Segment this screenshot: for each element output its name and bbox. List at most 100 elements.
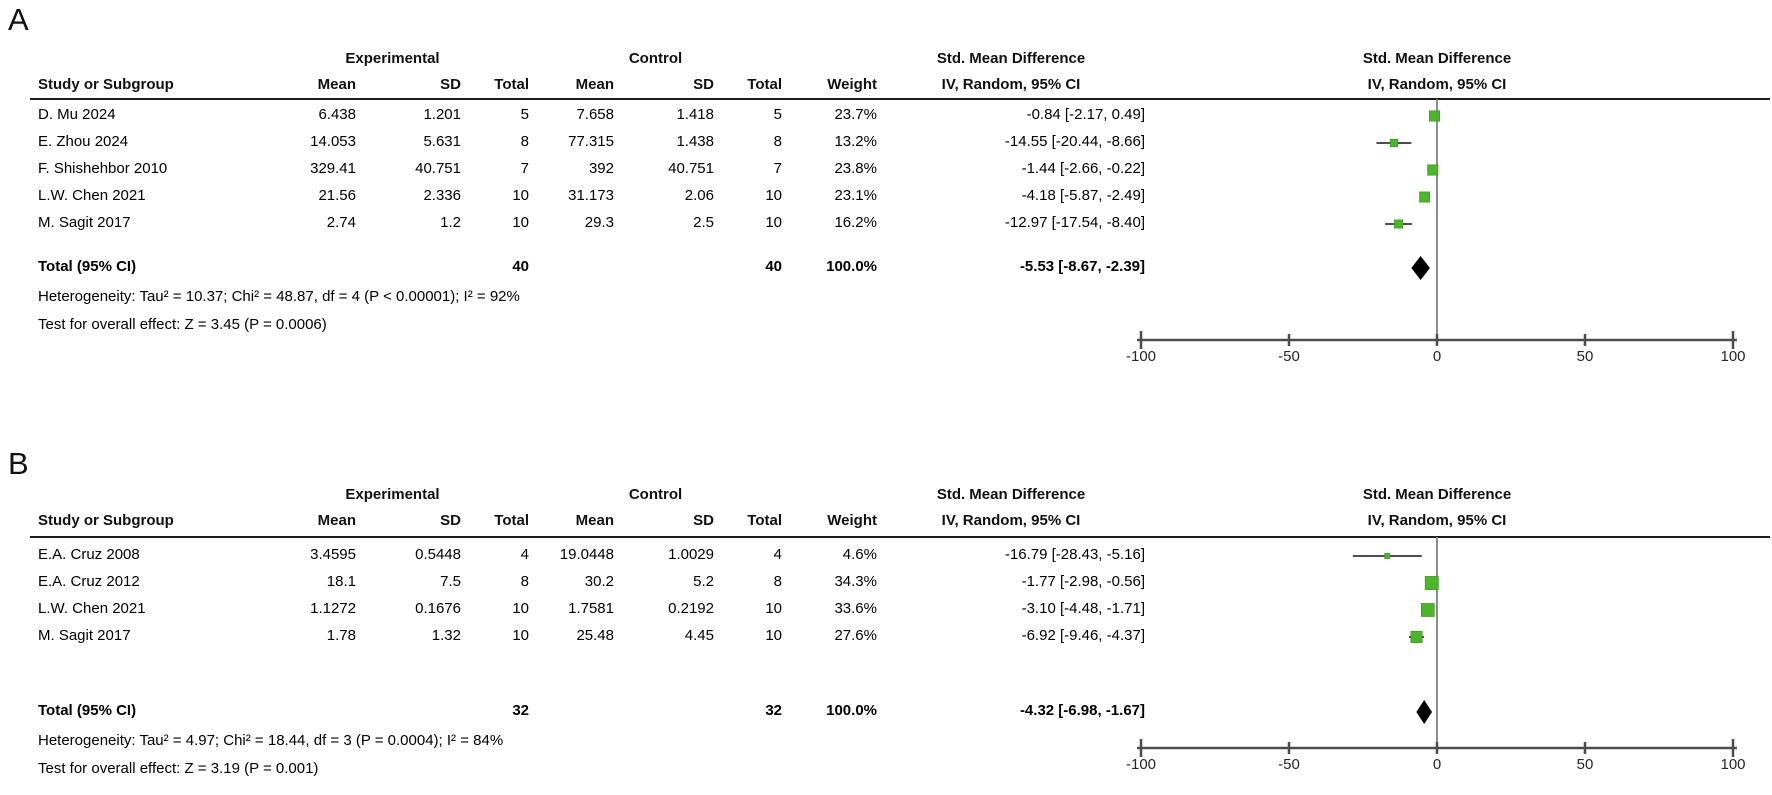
control-total: 7: [773, 160, 782, 177]
plot-method-header: IV, Random, 95% CI: [1367, 76, 1507, 93]
study-name: M. Sagit 2017: [38, 627, 131, 644]
smd-ci-text: -16.79 [-28.43, -5.16]: [1004, 546, 1145, 563]
heterogeneity-text: Heterogeneity: Tau² = 10.37; Chi² = 48.8…: [38, 288, 520, 305]
control-total: 5: [773, 106, 782, 123]
control-total: 10: [765, 214, 782, 231]
experimental-sd: 1.201: [423, 106, 461, 123]
experimental-total: 8: [520, 133, 529, 150]
overall-effect-text: Test for overall effect: Z = 3.45 (P = 0…: [38, 316, 327, 333]
experimental-total-column-header: Total: [494, 76, 529, 93]
control-sd: 1.418: [676, 106, 714, 123]
axis-tick-label: 50: [1577, 348, 1594, 365]
control-total: 8: [773, 133, 782, 150]
control-sd: 1.0029: [668, 546, 714, 563]
total-smd-ci-text: -4.32 [-6.98, -1.67]: [1019, 702, 1145, 719]
summary-diamond: [1416, 700, 1433, 724]
control-total: 10: [765, 627, 782, 644]
experimental-total: 10: [512, 600, 529, 617]
study-marker: [1419, 191, 1431, 203]
weight-value: 4.6%: [842, 546, 877, 563]
experimental-sd: 40.751: [415, 160, 461, 177]
experimental-mean: 6.438: [318, 106, 356, 123]
experimental-total: 8: [520, 573, 529, 590]
smd-ci-text: -3.10 [-4.48, -1.71]: [1021, 600, 1145, 617]
axis-tick-label: 50: [1577, 756, 1594, 773]
study-marker: [1394, 219, 1404, 229]
experimental-group-header: Experimental: [345, 486, 440, 503]
experimental-mean: 329.41: [310, 160, 356, 177]
experimental-total: 10: [512, 187, 529, 204]
study-column-header: Study or Subgroup: [38, 512, 174, 529]
experimental-total-column-header: Total: [494, 512, 529, 529]
header-divider: [30, 536, 1770, 538]
experimental-sd: 0.1676: [415, 600, 461, 617]
smd-ci-text: -0.84 [-2.17, 0.49]: [1026, 106, 1145, 123]
axis-tick-label: 100: [1720, 756, 1745, 773]
axis-tick-label: -100: [1126, 756, 1156, 773]
weight-value: 33.6%: [834, 600, 877, 617]
study-name: F. Shishehbor 2010: [38, 160, 168, 177]
experimental-sd-column-header: SD: [440, 76, 461, 93]
study-marker: [1424, 576, 1439, 590]
control-mean: 392: [588, 160, 614, 177]
axis-tick-label: -50: [1278, 348, 1300, 365]
control-sd: 5.2: [693, 573, 714, 590]
total-smd-ci-text: -5.53 [-8.67, -2.39]: [1019, 258, 1145, 275]
forest-panel-b: B Experimental Control Std. Mean Differe…: [0, 444, 1772, 795]
experimental-mean: 14.053: [310, 133, 356, 150]
control-grand-total: 40: [765, 258, 782, 275]
control-sd: 4.45: [684, 627, 714, 644]
study-marker: [1429, 110, 1441, 122]
study-name: L.W. Chen 2021: [38, 600, 146, 617]
forest-plot-canvas-b: -100 -50 0 50 100: [1126, 537, 1746, 773]
study-name: M. Sagit 2017: [38, 214, 131, 231]
study-column-header: Study or Subgroup: [38, 76, 174, 93]
study-marker: [1389, 138, 1399, 148]
control-sd-column-header: SD: [693, 512, 714, 529]
control-group-header: Control: [628, 50, 683, 67]
study-marker: [1384, 553, 1391, 559]
total-weight: 100.0%: [826, 258, 877, 275]
total-weight: 100.0%: [826, 702, 877, 719]
control-total: 10: [765, 187, 782, 204]
weight-value: 16.2%: [834, 214, 877, 231]
control-mean: 7.658: [576, 106, 614, 123]
experimental-mean: 21.56: [318, 187, 356, 204]
total-label: Total (95% CI): [38, 258, 137, 275]
experimental-sd: 5.631: [423, 133, 461, 150]
axis-tick-label: 0: [1433, 756, 1441, 773]
axis-tick-label: -50: [1278, 756, 1300, 773]
smd-plot-group-header: Std. Mean Difference: [1362, 486, 1512, 503]
panel-b-label: B: [8, 446, 29, 481]
table-row: E.A. Cruz 2012 18.1 7.5 8 30.2 5.2 8 34.3% -1.77…: [0, 573, 1772, 600]
experimental-total: 5: [520, 106, 529, 123]
control-mean-column-header: Mean: [575, 512, 614, 529]
experimental-mean: 3.4595: [310, 546, 356, 563]
weight-value: 23.1%: [834, 187, 877, 204]
experimental-grand-total: 40: [512, 258, 529, 275]
control-mean: 31.173: [568, 187, 614, 204]
table-row: E. Zhou 2024 14.053 5.631 8 77.315 1.438 8 13.2…: [0, 133, 1772, 160]
weight-value: 27.6%: [834, 627, 877, 644]
weight-value: 23.8%: [834, 160, 877, 177]
forest-plot-canvas-a: -100 -50 0 50 100: [1126, 99, 1746, 365]
control-sd-column-header: SD: [693, 76, 714, 93]
experimental-mean: 1.1272: [310, 600, 356, 617]
table-row: D. Mu 2024 6.438 1.201 5 7.658 1.418 5 23.7% -0.…: [0, 106, 1772, 133]
study-name: E.A. Cruz 2008: [38, 546, 140, 563]
experimental-grand-total: 32: [512, 702, 529, 719]
study-marker: [1410, 630, 1423, 644]
table-row: M. Sagit 2017 2.74 1.2 10 29.3 2.5 10 16.2% -12.…: [0, 214, 1772, 241]
control-sd: 2.06: [684, 187, 714, 204]
control-grand-total: 32: [765, 702, 782, 719]
experimental-total: 4: [520, 546, 529, 563]
panel-a-label: A: [8, 2, 29, 37]
control-total-column-header: Total: [747, 512, 782, 529]
smd-ci-text: -1.44 [-2.66, -0.22]: [1021, 160, 1145, 177]
experimental-sd: 1.2: [440, 214, 461, 231]
experimental-sd: 0.5448: [415, 546, 461, 563]
experimental-sd: 1.32: [431, 627, 461, 644]
weight-column-header: Weight: [827, 512, 877, 529]
control-mean: 1.7581: [568, 600, 614, 617]
